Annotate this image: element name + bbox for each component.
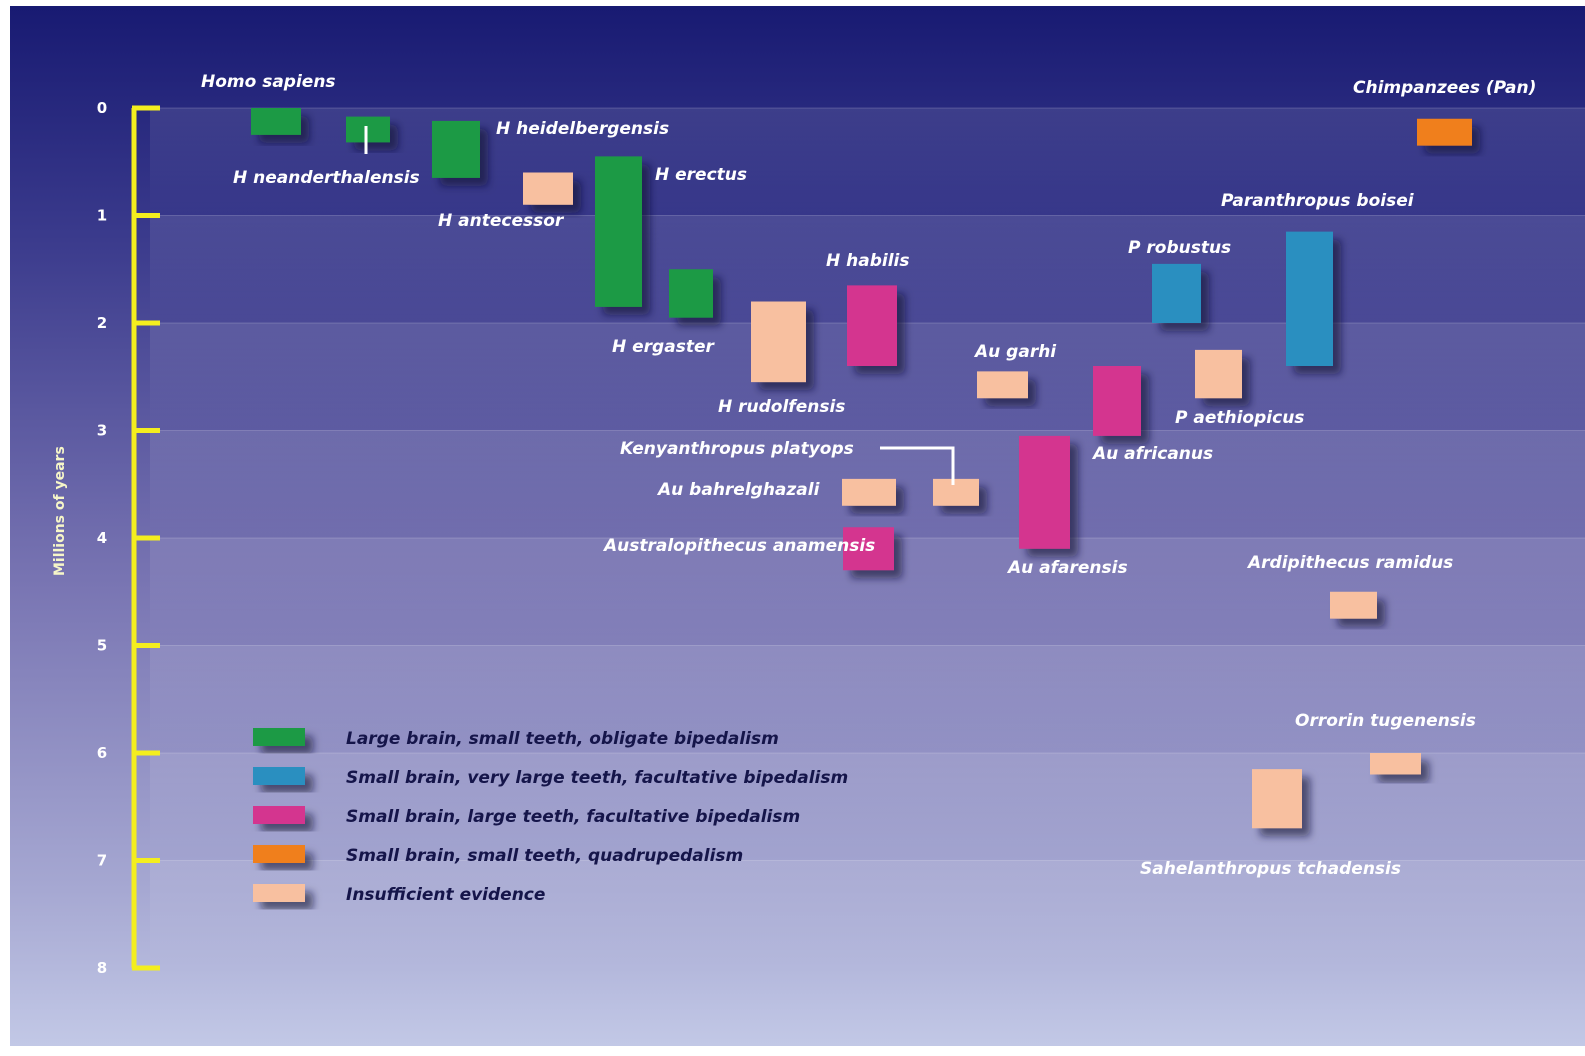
label-orrorin-tugenensis: Orrorin tugenensis — [1295, 711, 1476, 731]
bar-h-habilis — [847, 285, 897, 366]
label-p-robustus: P robustus — [1128, 238, 1231, 258]
bar-au-garhi — [977, 371, 1028, 399]
bar-h-heidelbergensis — [432, 120, 480, 178]
label-au-africanus: Au africanus — [1091, 444, 1213, 464]
grid-bands — [150, 107, 1585, 968]
bar-orrorin-tugenensis — [1370, 753, 1421, 775]
y-tick-label: 5 — [97, 637, 107, 655]
y-tick-label: 0 — [97, 99, 107, 117]
bar-ardipithecus-ramidus — [1330, 591, 1377, 619]
label-australopithecus-anamensis: Australopithecus anamensis — [602, 536, 875, 556]
species-bars — [251, 108, 1472, 829]
label-p-aethiopicus: P aethiopicus — [1175, 408, 1304, 428]
label-ardipithecus-ramidus: Ardipithecus ramidus — [1246, 553, 1453, 573]
label-h-rudolfensis: H rudolfensis — [718, 397, 845, 417]
species-labels: Homo sapiens H neanderthalensis H heidelbe… — [201, 72, 1536, 879]
bar-au-afarensis — [1019, 435, 1070, 549]
y-axis-title: Millions of years — [52, 446, 68, 576]
y-axis: 0 1 2 3 4 5 6 7 8 Millions of years — [52, 99, 160, 977]
bar-p-aethiopicus — [1195, 349, 1242, 399]
y-tick-label: 1 — [97, 207, 107, 225]
bar-australopithecus-anamensis — [843, 527, 894, 571]
label-chimpanzees-pan: Chimpanzees (Pan) — [1353, 78, 1536, 98]
label-au-bahrelghazali: Au bahrelghazali — [656, 480, 821, 500]
y-tick-label: 2 — [97, 314, 107, 332]
y-tick-label: 8 — [97, 959, 107, 977]
bar-au-africanus — [1093, 366, 1141, 436]
legend-label-robust: Small brain, very large teeth, facultati… — [346, 768, 848, 788]
bar-h-rudolfensis — [751, 301, 806, 383]
label-h-ergaster: H ergaster — [612, 337, 715, 357]
label-kenyanthropus-platyops: Kenyanthropus platyops — [620, 439, 854, 459]
bar-au-bahrelghazali — [842, 478, 896, 506]
legend-label-ape: Small brain, large teeth, facultative bi… — [346, 807, 800, 827]
label-h-heidelbergensis: H heidelbergensis — [496, 119, 669, 139]
bar-h-antecessor — [523, 172, 573, 205]
bar-paranthropus-boisei — [1286, 231, 1333, 366]
legend-label-large: Large brain, small teeth, obligate biped… — [346, 729, 779, 749]
legend-label-insuf: Insufficient evidence — [346, 885, 545, 905]
grid-band — [150, 645, 1585, 753]
y-tick-label: 7 — [97, 852, 107, 870]
bar-p-robustus — [1152, 263, 1201, 323]
label-connectors — [364, 126, 955, 485]
legend-label-quad: Small brain, small teeth, quadrupedalism — [346, 846, 743, 866]
label-au-garhi: Au garhi — [973, 342, 1057, 362]
legend-swatch-insuf — [253, 884, 305, 902]
y-tick-label: 4 — [97, 529, 107, 547]
bar-chimpanzees-pan — [1417, 118, 1472, 146]
connector-kenyanthropus — [880, 446, 955, 485]
grid-band — [150, 860, 1585, 968]
label-h-erectus: H erectus — [655, 165, 747, 185]
label-h-habilis: H habilis — [826, 251, 910, 271]
legend-swatch-robust — [253, 767, 305, 785]
y-tick-label: 3 — [97, 422, 107, 440]
label-sahelanthropus-tchadensis: Sahelanthropus tchadensis — [1140, 859, 1401, 879]
legend: Large brain, small teeth, obligate biped… — [253, 728, 848, 905]
bar-h-erectus — [595, 156, 642, 307]
legend-swatch-quad — [253, 845, 305, 863]
label-paranthropus-boisei: Paranthropus boisei — [1221, 191, 1415, 211]
bar-kenyanthropus-platyops — [933, 478, 979, 506]
label-homo-sapiens: Homo sapiens — [201, 72, 336, 92]
label-h-antecessor: H antecessor — [438, 211, 565, 231]
bar-sahelanthropus-tchadensis — [1252, 769, 1302, 829]
y-tick-label: 6 — [97, 744, 107, 762]
grid-band — [150, 753, 1585, 861]
legend-swatch-ape — [253, 806, 305, 824]
bar-h-ergaster — [669, 269, 713, 318]
label-h-neanderthalensis: H neanderthalensis — [233, 168, 420, 188]
bar-h-neanderthalensis — [346, 116, 390, 143]
bar-homo-sapiens — [251, 108, 301, 135]
legend-swatch-large — [253, 728, 305, 746]
label-au-afarensis: Au afarensis — [1006, 558, 1128, 578]
